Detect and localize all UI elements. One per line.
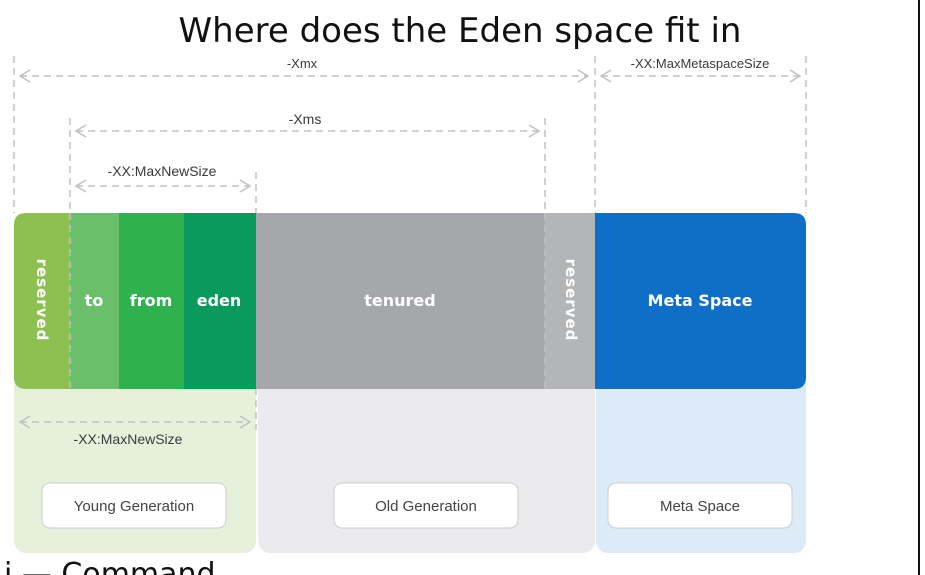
from-label: from [130,291,173,310]
max-new-bottom-arrow-head-right [239,415,252,429]
reserved-left-segment [14,213,70,389]
young-generation-label: Young Generation [74,498,194,515]
max-new-bottom-arrow-head-left [18,415,31,429]
xmx-label: -Xmx [287,56,318,71]
meta-space-box [607,482,793,529]
xms-arrow-head-left [74,124,87,138]
max-metaspace-label: -XX:MaxMetaspaceSize [631,56,770,71]
max-new-top-arrow-head-left [74,179,87,193]
max-metaspace-arrow-head-right [789,69,802,83]
meta-space-segment [595,213,806,389]
xmx-arrow-head-left [18,69,31,83]
old-generation-label: Old Generation [375,498,477,515]
reserved-right-label: reserved [562,259,580,342]
meta-space-box-label: Meta Space [660,498,740,515]
old-generation-box [333,482,519,529]
tenured-label: tenured [364,291,435,310]
to-segment [70,213,119,389]
xms-arrow-head-right [528,124,541,138]
meta-space-label: Meta Space [648,291,753,310]
reserved-left-label: reserved [33,259,51,342]
xms-label: -Xms [289,111,322,127]
from-segment [119,213,184,389]
eden-segment [184,213,256,389]
page-title: Where does the Eden space fit in [179,11,742,51]
xmx-arrow-head-right [577,69,590,83]
to-label: to [85,291,104,310]
max-new-top-arrow-head-right [239,179,252,193]
footer-text: i — Command [4,557,216,575]
tenured-segment [256,213,545,389]
reserved-right-segment [545,213,595,389]
eden-label: eden [197,291,242,310]
max-new-top-label: -XX:MaxNewSize [108,163,217,179]
max-new-bottom-label: -XX:MaxNewSize [74,431,183,447]
young-generation-box [41,482,227,529]
max-metaspace-arrow-head-left [599,69,612,83]
